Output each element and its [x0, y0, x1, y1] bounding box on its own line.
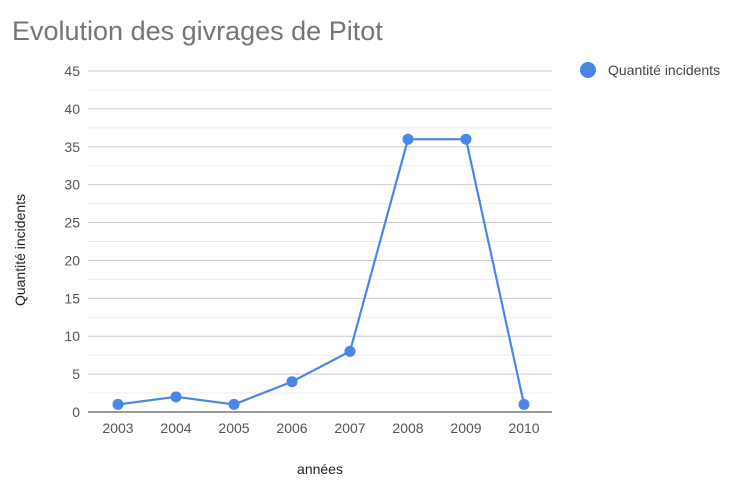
gridlines	[88, 70, 552, 394]
data-point	[170, 391, 182, 403]
legend-label: Quantité incidents	[608, 62, 721, 78]
data-point	[402, 133, 414, 145]
y-axis-ticks: 0 5 10 15 20 25 30 35 40 45	[64, 63, 80, 420]
y-tick-label: 10	[64, 328, 80, 344]
y-tick-label: 0	[72, 404, 80, 420]
series-layer	[112, 133, 530, 410]
y-tick-label: 20	[64, 252, 80, 268]
y-tick-label: 35	[64, 139, 80, 155]
chart-title: Evolution des givrages de Pitot	[12, 16, 383, 46]
y-tick-label: 15	[64, 290, 80, 306]
series-line	[117, 138, 526, 406]
x-tick-label: 2005	[218, 420, 249, 436]
data-point	[460, 133, 472, 145]
x-tick-label: 2007	[334, 420, 365, 436]
x-tick-label: 2004	[160, 420, 191, 436]
y-tick-label: 30	[64, 177, 80, 193]
x-tick-label: 2010	[508, 420, 539, 436]
x-axis-ticks: 2003 2004 2005 2006 2007 2008 2009 2010	[102, 420, 539, 436]
y-tick-label: 40	[64, 101, 80, 117]
y-tick-label: 45	[64, 63, 80, 79]
x-axis-title: années	[297, 461, 343, 477]
y-tick-label: 25	[64, 215, 80, 231]
y-axis-title: Quantité incidents	[12, 194, 28, 306]
data-point	[112, 398, 124, 410]
data-point	[518, 398, 530, 410]
y-tick-label: 5	[72, 366, 80, 382]
x-tick-label: 2006	[276, 420, 307, 436]
data-point	[344, 345, 356, 357]
data-point	[286, 376, 298, 388]
data-point	[228, 398, 240, 410]
legend-swatch	[580, 62, 596, 78]
legend: Quantité incidents	[580, 62, 720, 78]
x-tick-label: 2009	[450, 420, 481, 436]
x-tick-label: 2008	[392, 420, 423, 436]
x-tick-label: 2003	[102, 420, 133, 436]
